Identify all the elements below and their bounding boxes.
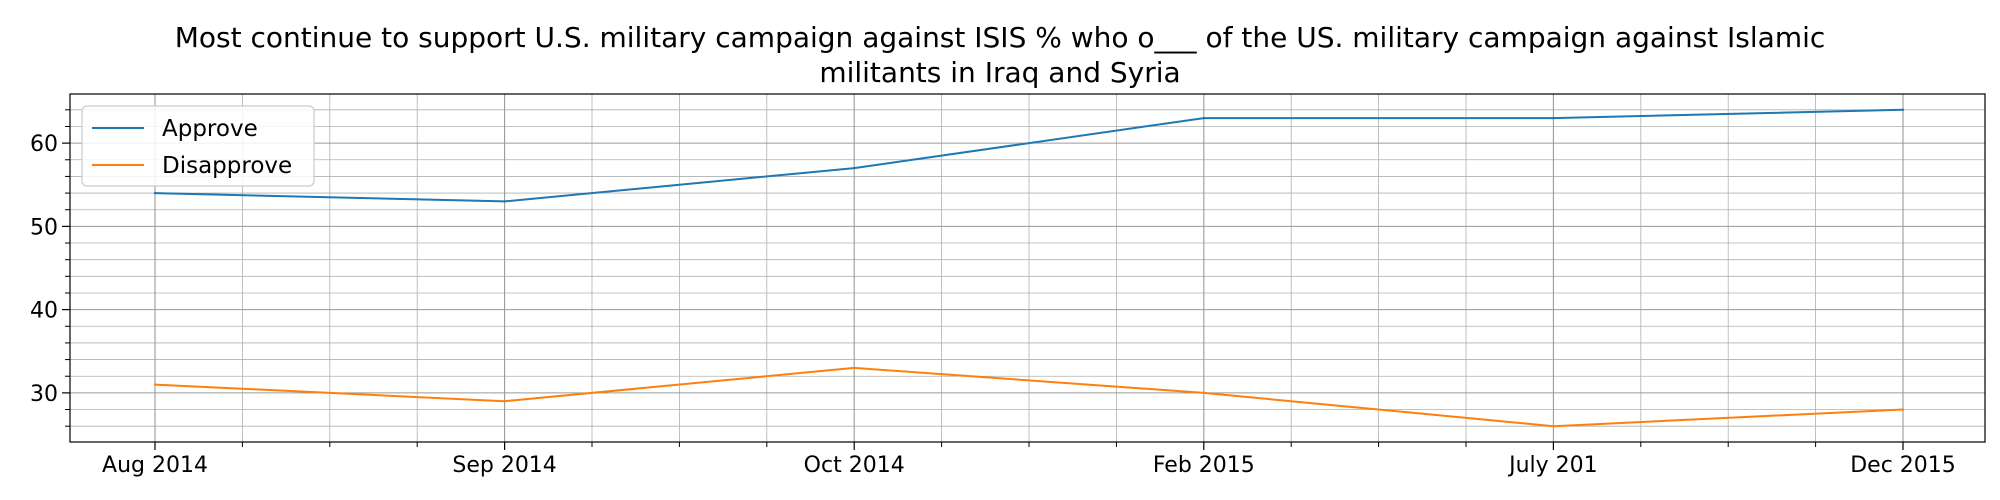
- x-tick-label: Aug 2014: [102, 453, 208, 478]
- x-axis: Aug 2014 Sep 2014 Oct 2014 Feb 2015 July 201…: [102, 442, 1956, 478]
- series-line-disapprove: [154, 366, 1904, 428]
- y-tick-label: 50: [30, 215, 58, 240]
- data-point-approve: [853, 166, 856, 170]
- chart-title-line-2: militants in Iraq and Syria: [819, 56, 1181, 89]
- y-tick-label: 30: [30, 382, 58, 407]
- data-point-disapprove: [853, 366, 856, 370]
- legend-label-approve: Approve: [162, 116, 258, 142]
- x-tick-label: Oct 2014: [804, 453, 905, 478]
- data-point-approve: [1202, 116, 1206, 120]
- series-lines: [153, 108, 1905, 428]
- y-axis: 30 40 50 60: [30, 109, 70, 427]
- x-tick-label: Dec 2015: [1850, 453, 1956, 478]
- data-point-disapprove: [1202, 391, 1206, 395]
- x-tick-label: Sep 2014: [452, 453, 556, 478]
- data-point-disapprove: [1552, 424, 1555, 428]
- x-tick-label: July 201: [1507, 453, 1598, 478]
- data-point-approve: [153, 191, 157, 195]
- plot-area-frame: [69, 93, 1986, 443]
- minor-gridlines: [70, 94, 1985, 442]
- y-tick-label: 40: [30, 299, 58, 324]
- major-gridlines: [70, 94, 1985, 442]
- data-point-approve: [1552, 116, 1555, 120]
- x-tick-label: Feb 2015: [1153, 453, 1255, 478]
- chart-title-line-1: Most continue to support U.S. military c…: [174, 21, 1826, 54]
- data-point-disapprove: [503, 400, 506, 403]
- data-point-approve: [1901, 108, 1905, 112]
- data-point-approve: [503, 200, 506, 203]
- legend: Approve Disapprove: [81, 105, 315, 187]
- y-tick-label: 60: [30, 132, 58, 157]
- data-point-disapprove: [1901, 408, 1905, 411]
- legend-label-disapprove: Disapprove: [162, 153, 292, 179]
- data-point-disapprove: [153, 383, 157, 386]
- series-line-approve: [154, 108, 1904, 203]
- chart-title: Most continue to support U.S. military c…: [0, 20, 2000, 90]
